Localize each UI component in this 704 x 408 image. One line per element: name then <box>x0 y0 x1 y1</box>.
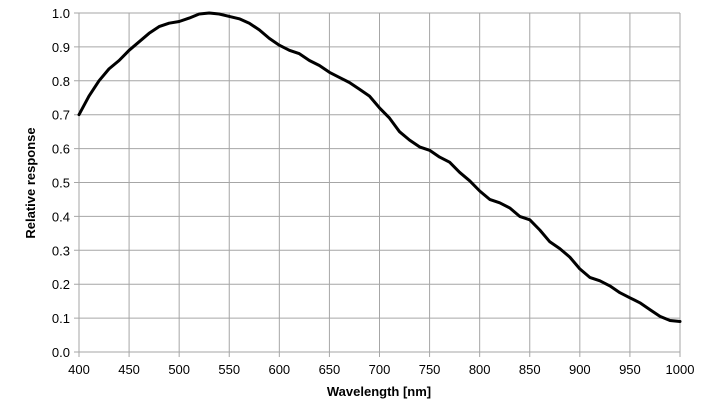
x-tick-label: 550 <box>218 362 240 377</box>
y-tick-label: 0.9 <box>52 40 70 55</box>
x-tick-label: 600 <box>268 362 290 377</box>
y-tick-label: 0.0 <box>52 345 70 360</box>
x-tick-label: 650 <box>319 362 341 377</box>
grid <box>74 12 681 357</box>
y-tick-label: 0.6 <box>52 142 70 157</box>
y-tick-label: 0.5 <box>52 176 70 191</box>
y-tick-label: 1.0 <box>52 6 70 21</box>
x-tick-label: 750 <box>419 362 441 377</box>
y-tick-labels: 0.0 0.1 0.2 0.3 0.4 0.5 0.6 0.7 0.8 0.9 1.0 <box>52 6 70 360</box>
x-tick-label: 450 <box>118 362 140 377</box>
y-tick-label: 0.1 <box>52 311 70 326</box>
x-tick-label: 850 <box>519 362 541 377</box>
y-tick-label: 0.8 <box>52 74 70 89</box>
y-tick-label: 0.2 <box>52 277 70 292</box>
response-curve <box>77 11 682 323</box>
x-tick-label: 400 <box>68 362 90 377</box>
y-tick-label: 0.4 <box>52 209 70 224</box>
x-tick-labels: 400 450 500 550 600 650 700 750 800 850 900 950 1000 <box>68 362 694 377</box>
x-axis-label: Wavelength [nm] <box>327 384 431 399</box>
y-tick-label: 0.7 <box>52 108 70 123</box>
x-tick-label: 800 <box>469 362 491 377</box>
x-tick-label: 950 <box>619 362 641 377</box>
x-tick-label: 1000 <box>666 362 695 377</box>
x-tick-label: 700 <box>369 362 391 377</box>
x-tick-label: 500 <box>168 362 190 377</box>
y-axis-label: Relative response <box>23 127 38 238</box>
y-tick-label: 0.3 <box>52 243 70 258</box>
x-tick-label: 900 <box>569 362 591 377</box>
series-group <box>77 11 682 323</box>
